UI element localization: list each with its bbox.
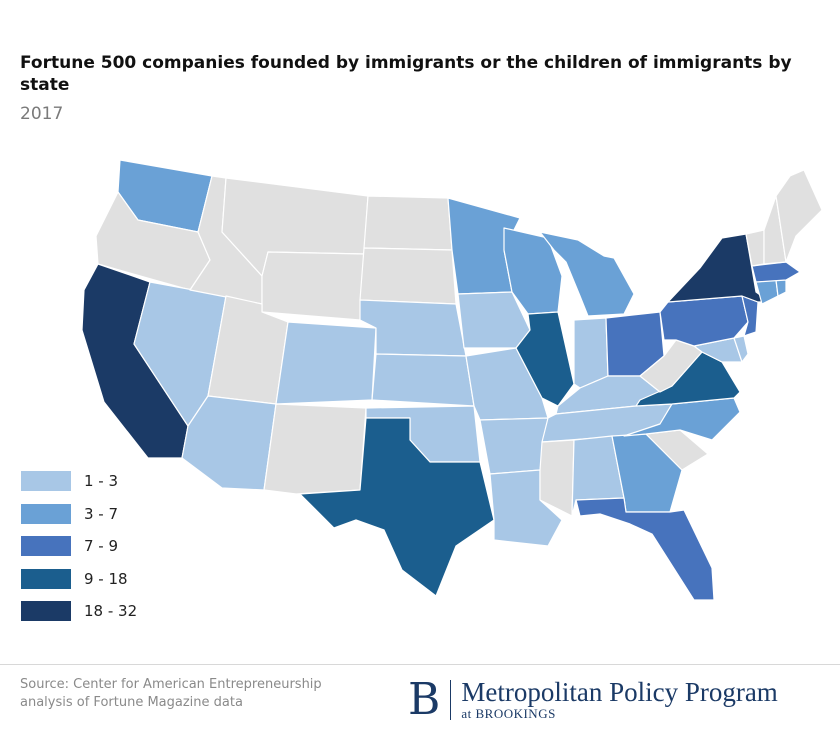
state-sd[interactable] [359,247,457,305]
brand-text: Metropolitan Policy Program at BROOKINGS [461,678,777,722]
state-nm[interactable] [263,403,367,495]
legend-item: 7 - 9 [20,535,137,557]
state-il[interactable] [515,311,575,407]
legend-label-3: 7 - 9 [84,537,119,555]
legend-label-1: 1 - 3 [84,472,119,490]
state-ar[interactable] [479,417,549,475]
legend-label-4: 9 - 18 [84,569,128,588]
source-note: Source: Center for American Entrepreneur… [20,677,322,710]
state-ks[interactable] [371,353,475,407]
map-title: Fortune 500 companies founded by immigra… [20,53,792,95]
legend-swatch-5 [20,600,72,622]
brand-divider [450,680,452,720]
state-in[interactable] [573,317,609,389]
legend-item: 1 - 3 [20,470,137,492]
brand-logo: B Metropolitan Policy Program at BROOKIN… [408,676,778,724]
brand-sub: at BROOKINGS [461,706,556,721]
state-fl[interactable] [575,497,715,601]
legend-item: 3 - 7 [20,502,137,525]
legend: 1 - 3 3 - 7 7 - 9 9 - 18 18 - 32 [20,470,137,633]
legend-label-5: 18 - 32 [84,602,138,620]
legend-swatch-1 [20,470,72,492]
state-co[interactable] [275,321,377,405]
state-me[interactable] [775,169,823,263]
brand-name: Metropolitan Policy Program [461,677,778,707]
legend-swatch-2 [20,502,72,525]
state-ms[interactable] [539,439,575,517]
footer-divider [0,664,840,665]
legend-swatch-3 [20,535,72,557]
legend-item: 18 - 32 [20,600,137,622]
state-nd[interactable] [363,195,453,251]
map-subtitle: 2017 [20,104,64,124]
state-ri[interactable] [775,279,787,297]
us-map [81,159,823,601]
brand-letter: B [408,674,441,725]
legend-label-2: 3 - 7 [84,504,119,523]
legend-swatch-4 [20,567,72,590]
state-mi[interactable] [539,231,635,317]
state-wy[interactable] [261,251,365,321]
state-tx[interactable] [299,417,495,597]
state-ne[interactable] [359,299,467,357]
legend-item: 9 - 18 [20,567,137,590]
state-ny[interactable] [667,233,771,303]
state-de[interactable] [733,335,749,363]
